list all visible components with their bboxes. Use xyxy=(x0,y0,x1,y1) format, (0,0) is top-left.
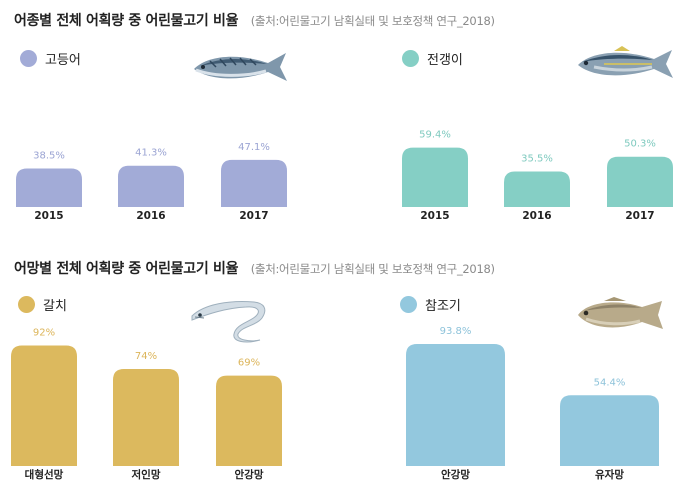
data-label: 92% xyxy=(33,327,55,338)
legend-horse-mackerel: 전갱이 xyxy=(402,49,463,68)
category-label: 2017 xyxy=(625,210,654,222)
bar xyxy=(560,395,659,466)
legend-dot xyxy=(402,50,419,67)
bar xyxy=(504,171,570,207)
category-label: 2016 xyxy=(136,210,165,222)
top-source: (출처:어린물고기 남획실태 및 보호정책 연구_2018) xyxy=(250,14,495,28)
data-label: 54.4% xyxy=(594,377,626,388)
data-label: 69% xyxy=(238,358,260,369)
bar xyxy=(607,156,673,207)
bar xyxy=(221,159,287,207)
category-label: 유자망 xyxy=(595,468,624,481)
bar-chart-croaker: 93.8% 안강망 54.4% 유자망 xyxy=(406,326,659,481)
bar xyxy=(118,165,184,207)
category-label: 2015 xyxy=(34,210,63,222)
category-label: 2015 xyxy=(420,210,449,222)
bar xyxy=(402,147,468,207)
bar-chart-mackerel: 38.5% 2015 41.3% 2016 47.1% 2017 xyxy=(16,142,287,222)
legend-dot xyxy=(18,296,35,313)
data-label: 47.1% xyxy=(238,142,270,153)
legend-label: 참조기 xyxy=(425,299,461,314)
data-label: 35.5% xyxy=(521,154,553,165)
legend-croaker: 참조기 xyxy=(400,295,461,314)
bottom-title: 어망별 전체 어획량 중 어린물고기 비율 xyxy=(14,261,239,277)
top-title: 어종별 전체 어획량 중 어린물고기 비율 xyxy=(14,13,239,29)
legend-label: 전갱이 xyxy=(427,53,463,68)
horse-mackerel-icon xyxy=(578,46,673,78)
category-label: 2017 xyxy=(239,210,268,222)
bar xyxy=(216,375,282,466)
data-label: 74% xyxy=(135,351,157,362)
category-label: 안강망 xyxy=(441,468,470,481)
bar xyxy=(406,344,505,466)
legend-dot xyxy=(400,296,417,313)
croaker-icon xyxy=(578,297,663,329)
category-label: 안강망 xyxy=(235,468,264,481)
category-label: 대형선망 xyxy=(25,468,64,481)
legend-label: 고등어 xyxy=(45,53,81,68)
mackerel-icon xyxy=(194,53,287,81)
legend-label: 갈치 xyxy=(43,299,67,314)
bar xyxy=(11,345,77,466)
bar xyxy=(113,369,179,466)
legend-hairtail: 갈치 xyxy=(18,295,67,314)
data-label: 38.5% xyxy=(33,151,65,162)
bottom-section-title: 어망별 전체 어획량 중 어린물고기 비율 (출처:어린물고기 남획실태 및 보… xyxy=(14,258,495,278)
data-label: 93.8% xyxy=(440,326,472,337)
hairtail-icon xyxy=(191,301,266,343)
data-label: 41.3% xyxy=(135,148,167,159)
data-label: 59.4% xyxy=(419,130,451,141)
bar-chart-hairtail: 92% 대형선망 74% 저인망 69% 안강망 xyxy=(11,327,282,481)
category-label: 저인망 xyxy=(132,468,161,481)
bar xyxy=(16,168,82,207)
data-label: 50.3% xyxy=(624,139,656,150)
bar-chart-horse-mackerel: 59.4% 2015 35.5% 2016 50.3% 2017 xyxy=(402,130,673,222)
legend-mackerel: 고등어 xyxy=(20,49,81,68)
category-label: 2016 xyxy=(522,210,551,222)
bottom-source: (출처:어린물고기 남획실태 및 보호정책 연구_2018) xyxy=(250,262,495,276)
top-section-title: 어종별 전체 어획량 중 어린물고기 비율 (출처:어린물고기 남획실태 및 보… xyxy=(14,10,495,30)
legend-dot xyxy=(20,50,37,67)
